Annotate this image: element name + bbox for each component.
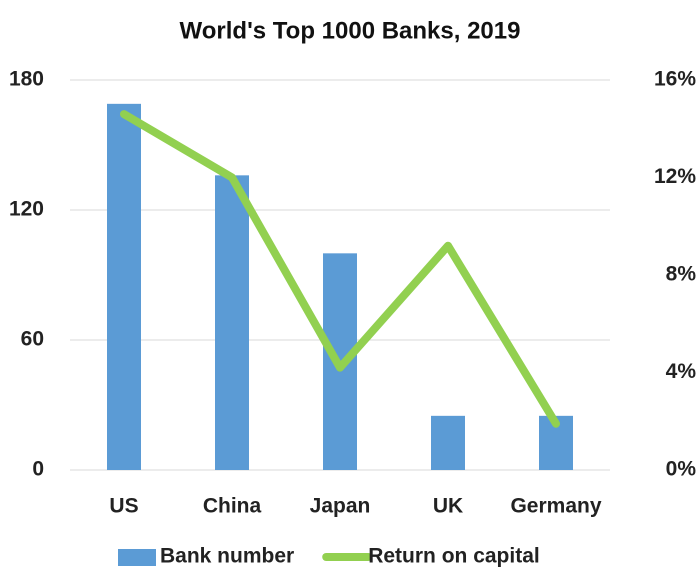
legend-swatch bbox=[118, 549, 156, 566]
chart-title: World's Top 1000 Banks, 2019 bbox=[180, 17, 521, 44]
x-tick-label: China bbox=[203, 495, 262, 518]
legend-label: Bank number bbox=[160, 545, 294, 568]
y-tick-label: 120 bbox=[9, 198, 44, 221]
bar bbox=[215, 175, 249, 471]
x-tick-label: Japan bbox=[310, 495, 371, 518]
y2-tick-label: 12% bbox=[654, 165, 696, 188]
bar bbox=[431, 415, 465, 470]
y2-tick-label: 8% bbox=[666, 263, 697, 286]
y-tick-label: 0 bbox=[32, 458, 44, 481]
legend-label: Return on capital bbox=[368, 545, 540, 568]
y2-tick-label: 0% bbox=[666, 458, 697, 481]
y-tick-label: 60 bbox=[21, 328, 44, 351]
y2-tick-label: 16% bbox=[654, 68, 696, 91]
x-tick-label: Germany bbox=[510, 495, 601, 518]
bar bbox=[107, 103, 141, 470]
x-tick-label: US bbox=[109, 495, 138, 518]
y2-tick-label: 4% bbox=[666, 360, 697, 383]
y-tick-label: 180 bbox=[9, 68, 44, 91]
x-tick-label: UK bbox=[433, 495, 463, 518]
line bbox=[120, 110, 560, 428]
